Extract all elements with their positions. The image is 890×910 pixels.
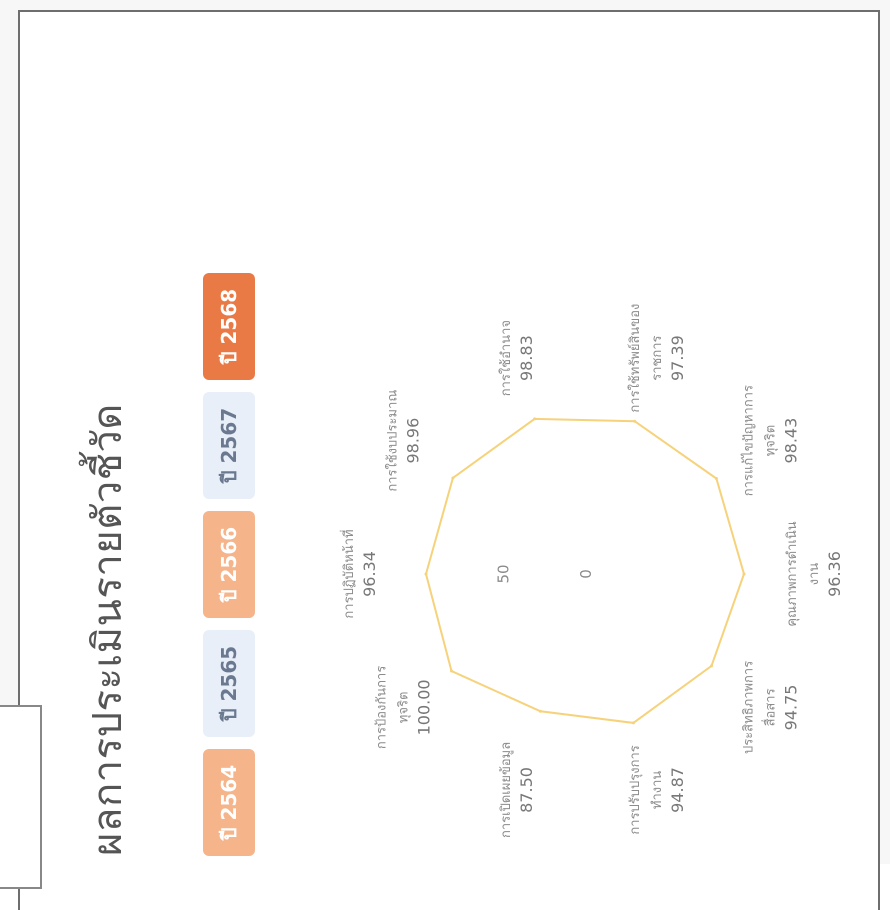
radar-value-label: 97.39 <box>668 335 687 381</box>
radar-axis-label: การปฏิบัติหน้าที่ 96.34 <box>340 529 379 618</box>
radar-value-label: 100.00 <box>414 679 433 735</box>
radar-axis-label: ประสิทธิภาพการ สื่อสาร 94.75 <box>742 661 801 754</box>
radar-axis-label: การใช้ทรัพย์สินของ ราชการ 97.39 <box>627 304 687 413</box>
radar-value-label: 98.43 <box>782 418 801 464</box>
radar-point <box>450 669 453 673</box>
radar-point <box>533 417 537 421</box>
radar-axis-label: คุณภาพการดำเนิน งาน 96.36 <box>785 521 844 626</box>
radar-axis-name: งาน <box>807 563 822 586</box>
radar-point <box>631 721 635 725</box>
radar-axis-name: ทำงาน <box>650 771 665 810</box>
radar-axis-name: การแก้ไขปัญหาการ <box>741 385 757 496</box>
radar-point <box>714 477 718 480</box>
radar-axis-name: การเปิดเผยข้อมูล <box>499 742 514 838</box>
radar-axis-name: สื่อสาร <box>762 688 779 726</box>
radar-point <box>710 664 713 668</box>
radar-axis-name: การใช้งบประมาณ <box>384 390 400 492</box>
radar-value-label: 94.75 <box>782 684 801 730</box>
rotated-stage: ผลการประเมินรายตัวชี้วัด ปี 2564 ปี 2565… <box>20 12 890 876</box>
radar-axis-name: คุณภาพการดำเนิน <box>785 521 800 626</box>
radar-point <box>424 572 428 576</box>
radar-axis-label: การแก้ไขปัญหาการ ทุจริต 98.43 <box>741 385 801 496</box>
radar-axis-name: ราชการ <box>650 335 665 380</box>
radar-value-label: 96.34 <box>360 551 379 597</box>
radar-tick-label: 50 <box>495 564 513 583</box>
radar-point <box>538 709 542 713</box>
radar-value-label: 98.96 <box>403 418 422 464</box>
radar-value-label: 98.83 <box>517 335 536 381</box>
radar-axis-name: ประสิทธิภาพการ <box>742 661 757 754</box>
next-card-edge <box>0 705 42 889</box>
radar-axis-name: การปรับปรุงการ <box>628 745 643 834</box>
radar-point <box>451 476 455 480</box>
radar-axis-name: การป้องกันการ <box>374 666 389 749</box>
radar-axis-name: การใช้ทรัพย์สินของ <box>627 304 643 413</box>
radar-value-label: 87.50 <box>517 767 536 813</box>
radar-value-label: 96.36 <box>825 551 844 597</box>
radar-tick-label: 0 <box>577 569 595 579</box>
radar-axis-label: การใช้งบประมาณ 98.96 <box>384 390 422 492</box>
content-panel: ผลการประเมินรายตัวชี้วัด ปี 2564 ปี 2565… <box>18 10 880 910</box>
radar-value-label: 94.87 <box>668 767 687 813</box>
radar-axis-name: การใช้อำนาจ <box>498 320 514 396</box>
radar-axis-name: ทุจริต <box>396 692 411 724</box>
radar-point <box>633 419 637 423</box>
radar-axis-name: การปฏิบัติหน้าที่ <box>340 529 357 618</box>
radar-axis-label: การใช้อำนาจ 98.83 <box>498 320 536 396</box>
radar-axis-label: การเปิดเผยข้อมูล 87.50 <box>499 742 536 838</box>
radar-axis-name: ทุจริต <box>764 425 779 457</box>
radar-axis-label: การปรับปรุงการ ทำงาน 94.87 <box>628 745 687 834</box>
radar-axis-label: การป้องกันการ ทุจริต 100.00 <box>374 666 433 749</box>
radar-point <box>742 572 746 576</box>
